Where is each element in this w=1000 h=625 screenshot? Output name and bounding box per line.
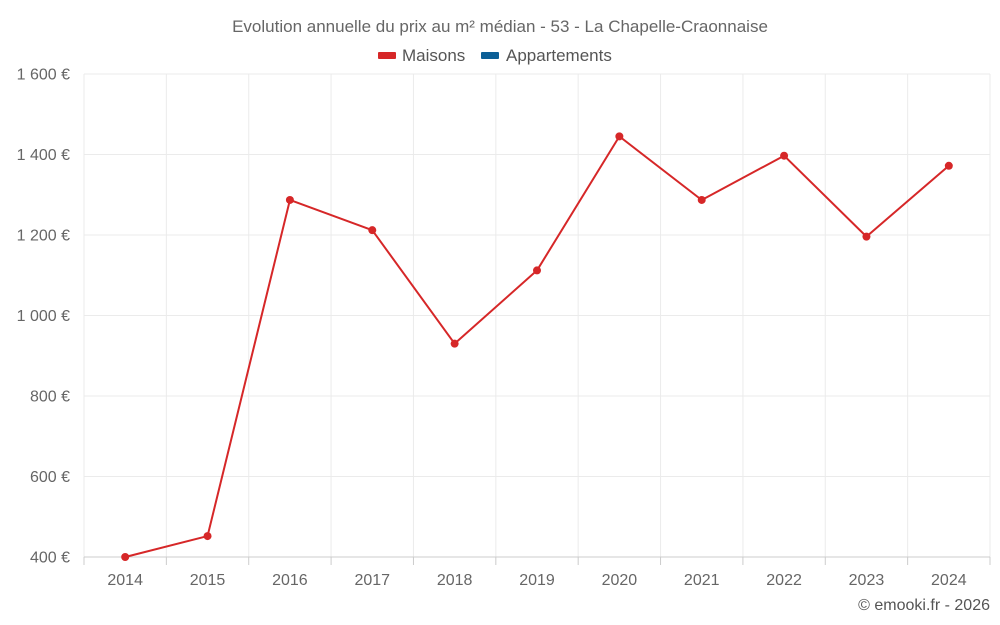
y-tick-label: 1 200 € xyxy=(17,228,70,245)
series-maisons xyxy=(121,132,953,561)
x-tick-label: 2021 xyxy=(684,572,720,589)
data-point[interactable] xyxy=(615,132,624,141)
data-point[interactable] xyxy=(121,553,130,561)
x-tick-label: 2017 xyxy=(354,572,390,589)
chart-title: Evolution annuelle du prix au m² médian … xyxy=(232,17,768,36)
x-tick-label: 2019 xyxy=(519,572,555,589)
credit-text: © emooki.fr - 2026 xyxy=(858,597,990,614)
data-point[interactable] xyxy=(285,195,294,204)
legend: Maisons Appartements xyxy=(378,46,612,65)
x-tick-label: 2024 xyxy=(931,572,967,589)
y-tick-label: 1 000 € xyxy=(17,308,70,325)
y-axis-ticks: 1 600 € 1 400 € 1 200 € 1 000 € 800 € 600 € 40… xyxy=(17,67,70,567)
y-tick-label: 400 € xyxy=(30,550,70,567)
data-point[interactable] xyxy=(203,532,212,541)
x-tick-label: 2022 xyxy=(766,572,802,589)
x-tick-label: 2014 xyxy=(107,572,143,589)
y-tick-label: 600 € xyxy=(30,469,70,486)
legend-item-maisons[interactable]: Maisons xyxy=(378,46,465,65)
gridlines xyxy=(83,73,991,558)
legend-item-appartements[interactable]: Appartements xyxy=(481,46,612,65)
data-point[interactable] xyxy=(368,226,377,235)
x-tick-label: 2018 xyxy=(437,572,473,589)
data-point[interactable] xyxy=(697,195,706,204)
data-point[interactable] xyxy=(862,232,871,241)
data-point[interactable] xyxy=(450,339,459,348)
legend-swatch-appartements xyxy=(481,52,499,59)
legend-label-appartements: Appartements xyxy=(506,46,612,65)
legend-swatch-maisons xyxy=(378,52,396,59)
x-tick-label: 2020 xyxy=(602,572,638,589)
data-point[interactable] xyxy=(533,266,541,275)
y-tick-label: 800 € xyxy=(30,389,70,406)
x-tick-label: 2023 xyxy=(849,572,885,589)
y-tick-label: 1 600 € xyxy=(17,67,70,84)
data-point[interactable] xyxy=(780,151,789,160)
data-point[interactable] xyxy=(944,161,953,170)
x-axis-ticks: 2014 2015 2016 2017 2018 2019 2020 2021 2022 2023… xyxy=(83,557,991,589)
y-tick-label: 1 400 € xyxy=(17,147,70,164)
legend-label-maisons: Maisons xyxy=(402,46,465,65)
x-tick-label: 2016 xyxy=(272,572,308,589)
x-tick-label: 2015 xyxy=(190,572,226,589)
